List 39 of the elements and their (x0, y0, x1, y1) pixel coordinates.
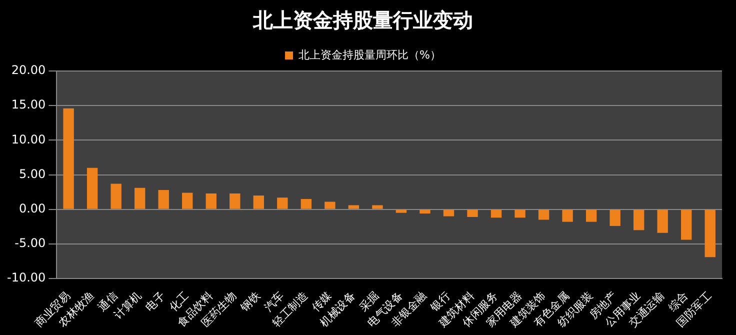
bar (443, 210, 454, 216)
bar (538, 210, 550, 220)
bar (514, 210, 526, 218)
y-tick-label: 15.00 (11, 98, 46, 112)
y-tick-label: 5.00 (18, 166, 46, 181)
y-tick-label: -5.00 (14, 236, 46, 250)
bar (300, 198, 312, 209)
bar (372, 205, 383, 209)
bar (420, 210, 430, 214)
x-tick-label: 电子 (143, 289, 168, 314)
bar (230, 193, 240, 209)
bar (324, 202, 336, 209)
bar (657, 210, 668, 233)
bar (277, 198, 288, 209)
x-tick-label: 钢铁 (237, 289, 263, 315)
bar (610, 210, 620, 226)
bar (253, 196, 264, 209)
bar (158, 190, 169, 209)
bar (633, 210, 644, 230)
bar (586, 210, 597, 222)
bar (206, 193, 216, 209)
bar (348, 205, 360, 209)
y-tick-label: 20.00 (11, 63, 46, 78)
chart-title: 北上资金持股量行业变动 (252, 8, 473, 32)
bar (490, 210, 502, 218)
bar (63, 108, 74, 209)
y-tick-label: -10.00 (6, 270, 46, 285)
bar (182, 192, 193, 209)
bar (396, 210, 407, 213)
bar (681, 210, 692, 240)
bar (110, 184, 122, 209)
bar (704, 210, 716, 258)
legend-label: 北上资金持股量周环比（%） (298, 48, 441, 62)
bar (562, 210, 573, 222)
bar (134, 188, 146, 209)
y-tick-label: 0.00 (18, 201, 46, 216)
bar (467, 210, 478, 217)
y-tick-label: 10.00 (11, 132, 46, 146)
bar (86, 168, 98, 209)
